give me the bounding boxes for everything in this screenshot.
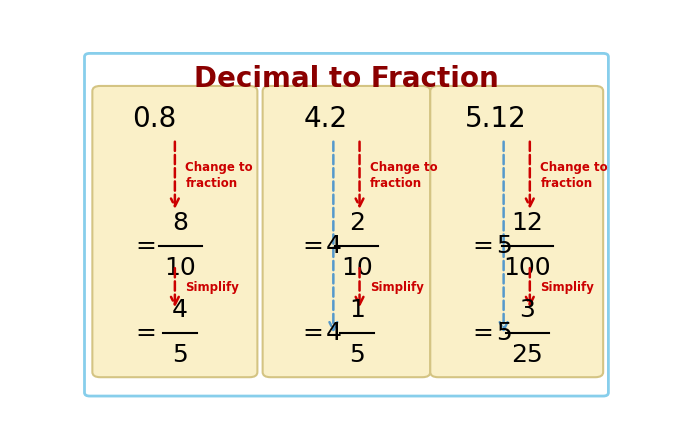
Text: Simplify: Simplify [185, 281, 239, 294]
Text: 4: 4 [326, 321, 342, 345]
FancyBboxPatch shape [430, 86, 603, 377]
Text: Decimal to Fraction: Decimal to Fraction [194, 65, 499, 93]
Text: 12: 12 [511, 211, 543, 235]
Text: 4: 4 [172, 299, 188, 323]
Text: 10: 10 [164, 256, 196, 280]
Text: 8: 8 [172, 211, 188, 235]
Text: 4: 4 [326, 234, 342, 258]
Text: =: = [302, 321, 323, 345]
Text: =: = [302, 234, 323, 258]
FancyBboxPatch shape [262, 86, 430, 377]
Text: 5.12: 5.12 [465, 105, 527, 133]
Text: 0.8: 0.8 [132, 105, 176, 133]
Text: 4.2: 4.2 [304, 105, 347, 133]
Text: 3: 3 [519, 299, 535, 323]
Text: 100: 100 [504, 256, 551, 280]
Text: =: = [473, 321, 493, 345]
Text: Simplify: Simplify [370, 281, 424, 294]
Text: =: = [136, 321, 157, 345]
FancyBboxPatch shape [84, 53, 608, 396]
Text: 10: 10 [341, 256, 372, 280]
Text: Change to
fraction: Change to fraction [370, 161, 437, 190]
Text: =: = [473, 234, 493, 258]
Text: Change to
fraction: Change to fraction [540, 161, 608, 190]
Text: 1: 1 [349, 299, 365, 323]
Text: Simplify: Simplify [540, 281, 594, 294]
Text: 25: 25 [511, 343, 543, 367]
Text: 5: 5 [172, 343, 188, 367]
Text: 5: 5 [496, 321, 512, 345]
Text: 5: 5 [349, 343, 365, 367]
Text: 5: 5 [496, 234, 512, 258]
Text: Change to
fraction: Change to fraction [185, 161, 253, 190]
FancyBboxPatch shape [93, 86, 258, 377]
Text: 2: 2 [349, 211, 365, 235]
Text: =: = [136, 234, 157, 258]
